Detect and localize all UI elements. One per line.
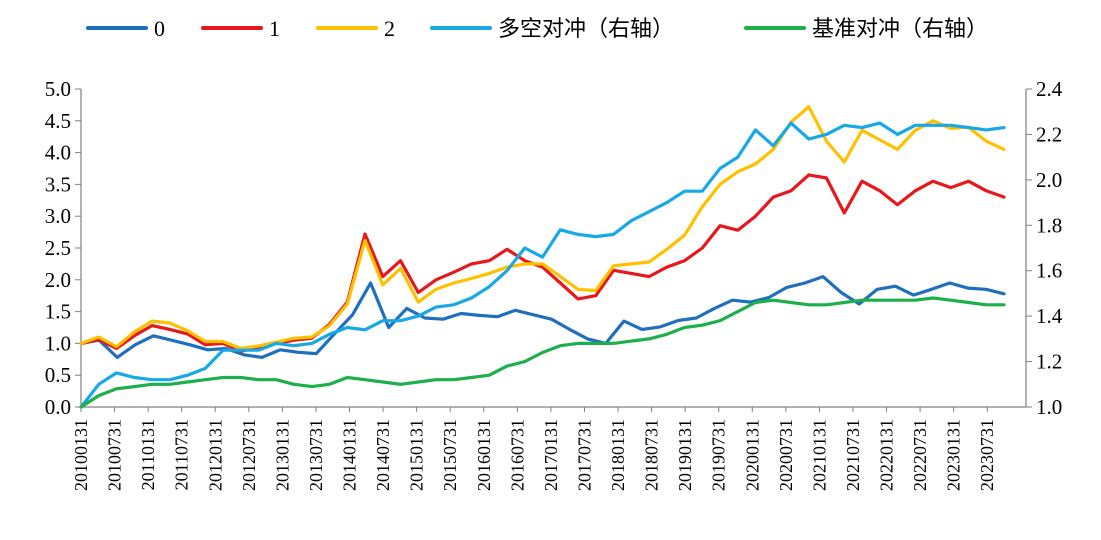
legend-label-2: 2 [384,16,395,41]
right-tick-label: 2.2 [1036,122,1062,146]
x-tick-label: 20160131 [474,419,494,491]
x-tick-label: 20150131 [407,419,427,491]
legend: 0 1 2 多空对冲（右轴） 基准对冲（右轴） [86,16,988,41]
x-tick-label: 20140731 [373,419,393,491]
legend-label-4: 基准对冲（右轴） [812,16,988,41]
x-tick-label: 20190131 [675,419,695,491]
x-tick-label: 20110131 [138,419,158,490]
right-tick-label: 1.6 [1036,259,1062,283]
series-line-0 [79,275,1006,359]
left-tick-label: 3.5 [45,172,71,196]
right-tick-label: 1.8 [1036,213,1062,237]
right-tick-label: 2.4 [1036,77,1063,101]
x-tick-label: 20160731 [507,419,527,491]
left-tick-label: 2.0 [45,268,71,292]
x-tick-label: 20100731 [105,419,125,491]
series-line-2 [79,105,1006,351]
x-tick-label: 20120131 [205,419,225,491]
right-tick-label: 2.0 [1036,168,1062,192]
x-tick-label: 20200731 [776,419,796,491]
x-tick-label: 20180131 [608,419,628,491]
x-tick-label: 20220731 [910,419,930,491]
left-tick-label: 1.5 [45,300,71,324]
left-tick-label: 5.0 [45,77,71,101]
x-tick-label: 20130731 [306,419,326,491]
series-line-1 [79,173,1006,353]
x-tick-label: 20190731 [709,419,729,491]
x-tick-label: 20120731 [239,419,259,491]
x-tick-label: 20100131 [71,419,91,491]
left-tick-label: 2.5 [45,236,71,260]
series-layer [79,105,1006,409]
x-tick-label: 20180731 [642,419,662,491]
x-tick-label: 20210731 [843,419,863,491]
left-tick-label: 3.0 [45,204,71,228]
left-tick-label: 0.5 [45,363,71,387]
series-line-4 [79,296,1006,409]
x-tick-label: 20170131 [541,419,561,491]
x-tick-label: 20130131 [272,419,292,491]
right-tick-label: 1.2 [1036,350,1062,374]
left-tick-label: 1.0 [45,331,71,355]
x-tick-label: 20110731 [172,419,192,490]
right-tick-label: 1.4 [1036,304,1063,328]
legend-label-0: 0 [154,16,165,41]
x-tick-label: 20200131 [742,419,762,491]
left-tick-label: 0.0 [45,395,71,419]
x-tick-label: 20210131 [809,419,829,491]
series-line-3 [79,121,1006,409]
left-tick-label: 4.0 [45,141,71,165]
axes: 0.0 0.5 1.0 1.5 2.0 2.5 3.0 3.5 4.0 4.5 5.0 1.0 1.2 1… [45,77,1063,491]
x-tick-label: 20230131 [944,419,964,491]
right-tick-label: 1.0 [1036,395,1062,419]
x-tick-label: 20170731 [574,419,594,491]
legend-label-1: 1 [269,16,280,41]
legend-label-3: 多空对冲（右轴） [498,16,674,41]
x-tick-label: 20230731 [977,419,997,491]
left-tick-label: 4.5 [45,109,71,133]
x-tick-label: 20220131 [877,419,897,491]
x-tick-label: 20150731 [440,419,460,491]
x-tick-label: 20140131 [340,419,360,491]
